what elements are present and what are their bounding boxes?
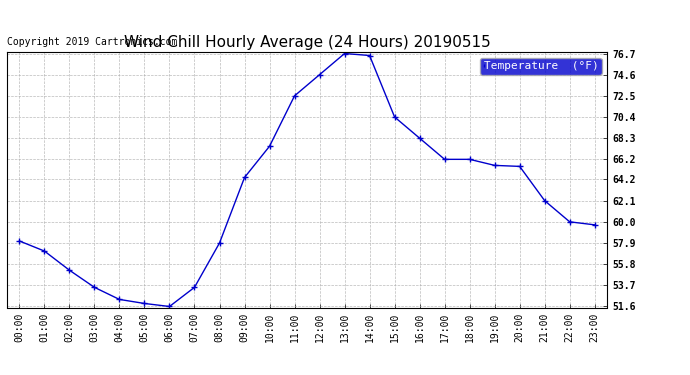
- Legend: Temperature  (°F): Temperature (°F): [480, 58, 602, 75]
- Title: Wind Chill Hourly Average (24 Hours) 20190515: Wind Chill Hourly Average (24 Hours) 201…: [124, 35, 491, 50]
- Text: Copyright 2019 Cartronics.com: Copyright 2019 Cartronics.com: [7, 38, 177, 47]
